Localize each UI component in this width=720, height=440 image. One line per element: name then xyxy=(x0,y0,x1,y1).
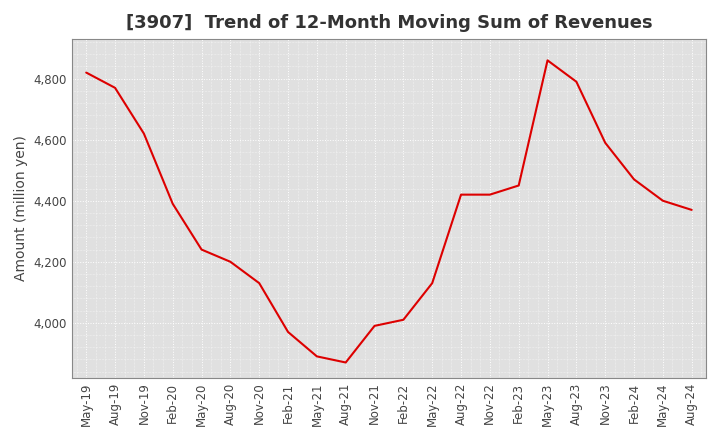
Y-axis label: Amount (million yen): Amount (million yen) xyxy=(14,136,28,281)
Title: [3907]  Trend of 12-Month Moving Sum of Revenues: [3907] Trend of 12-Month Moving Sum of R… xyxy=(126,14,652,32)
